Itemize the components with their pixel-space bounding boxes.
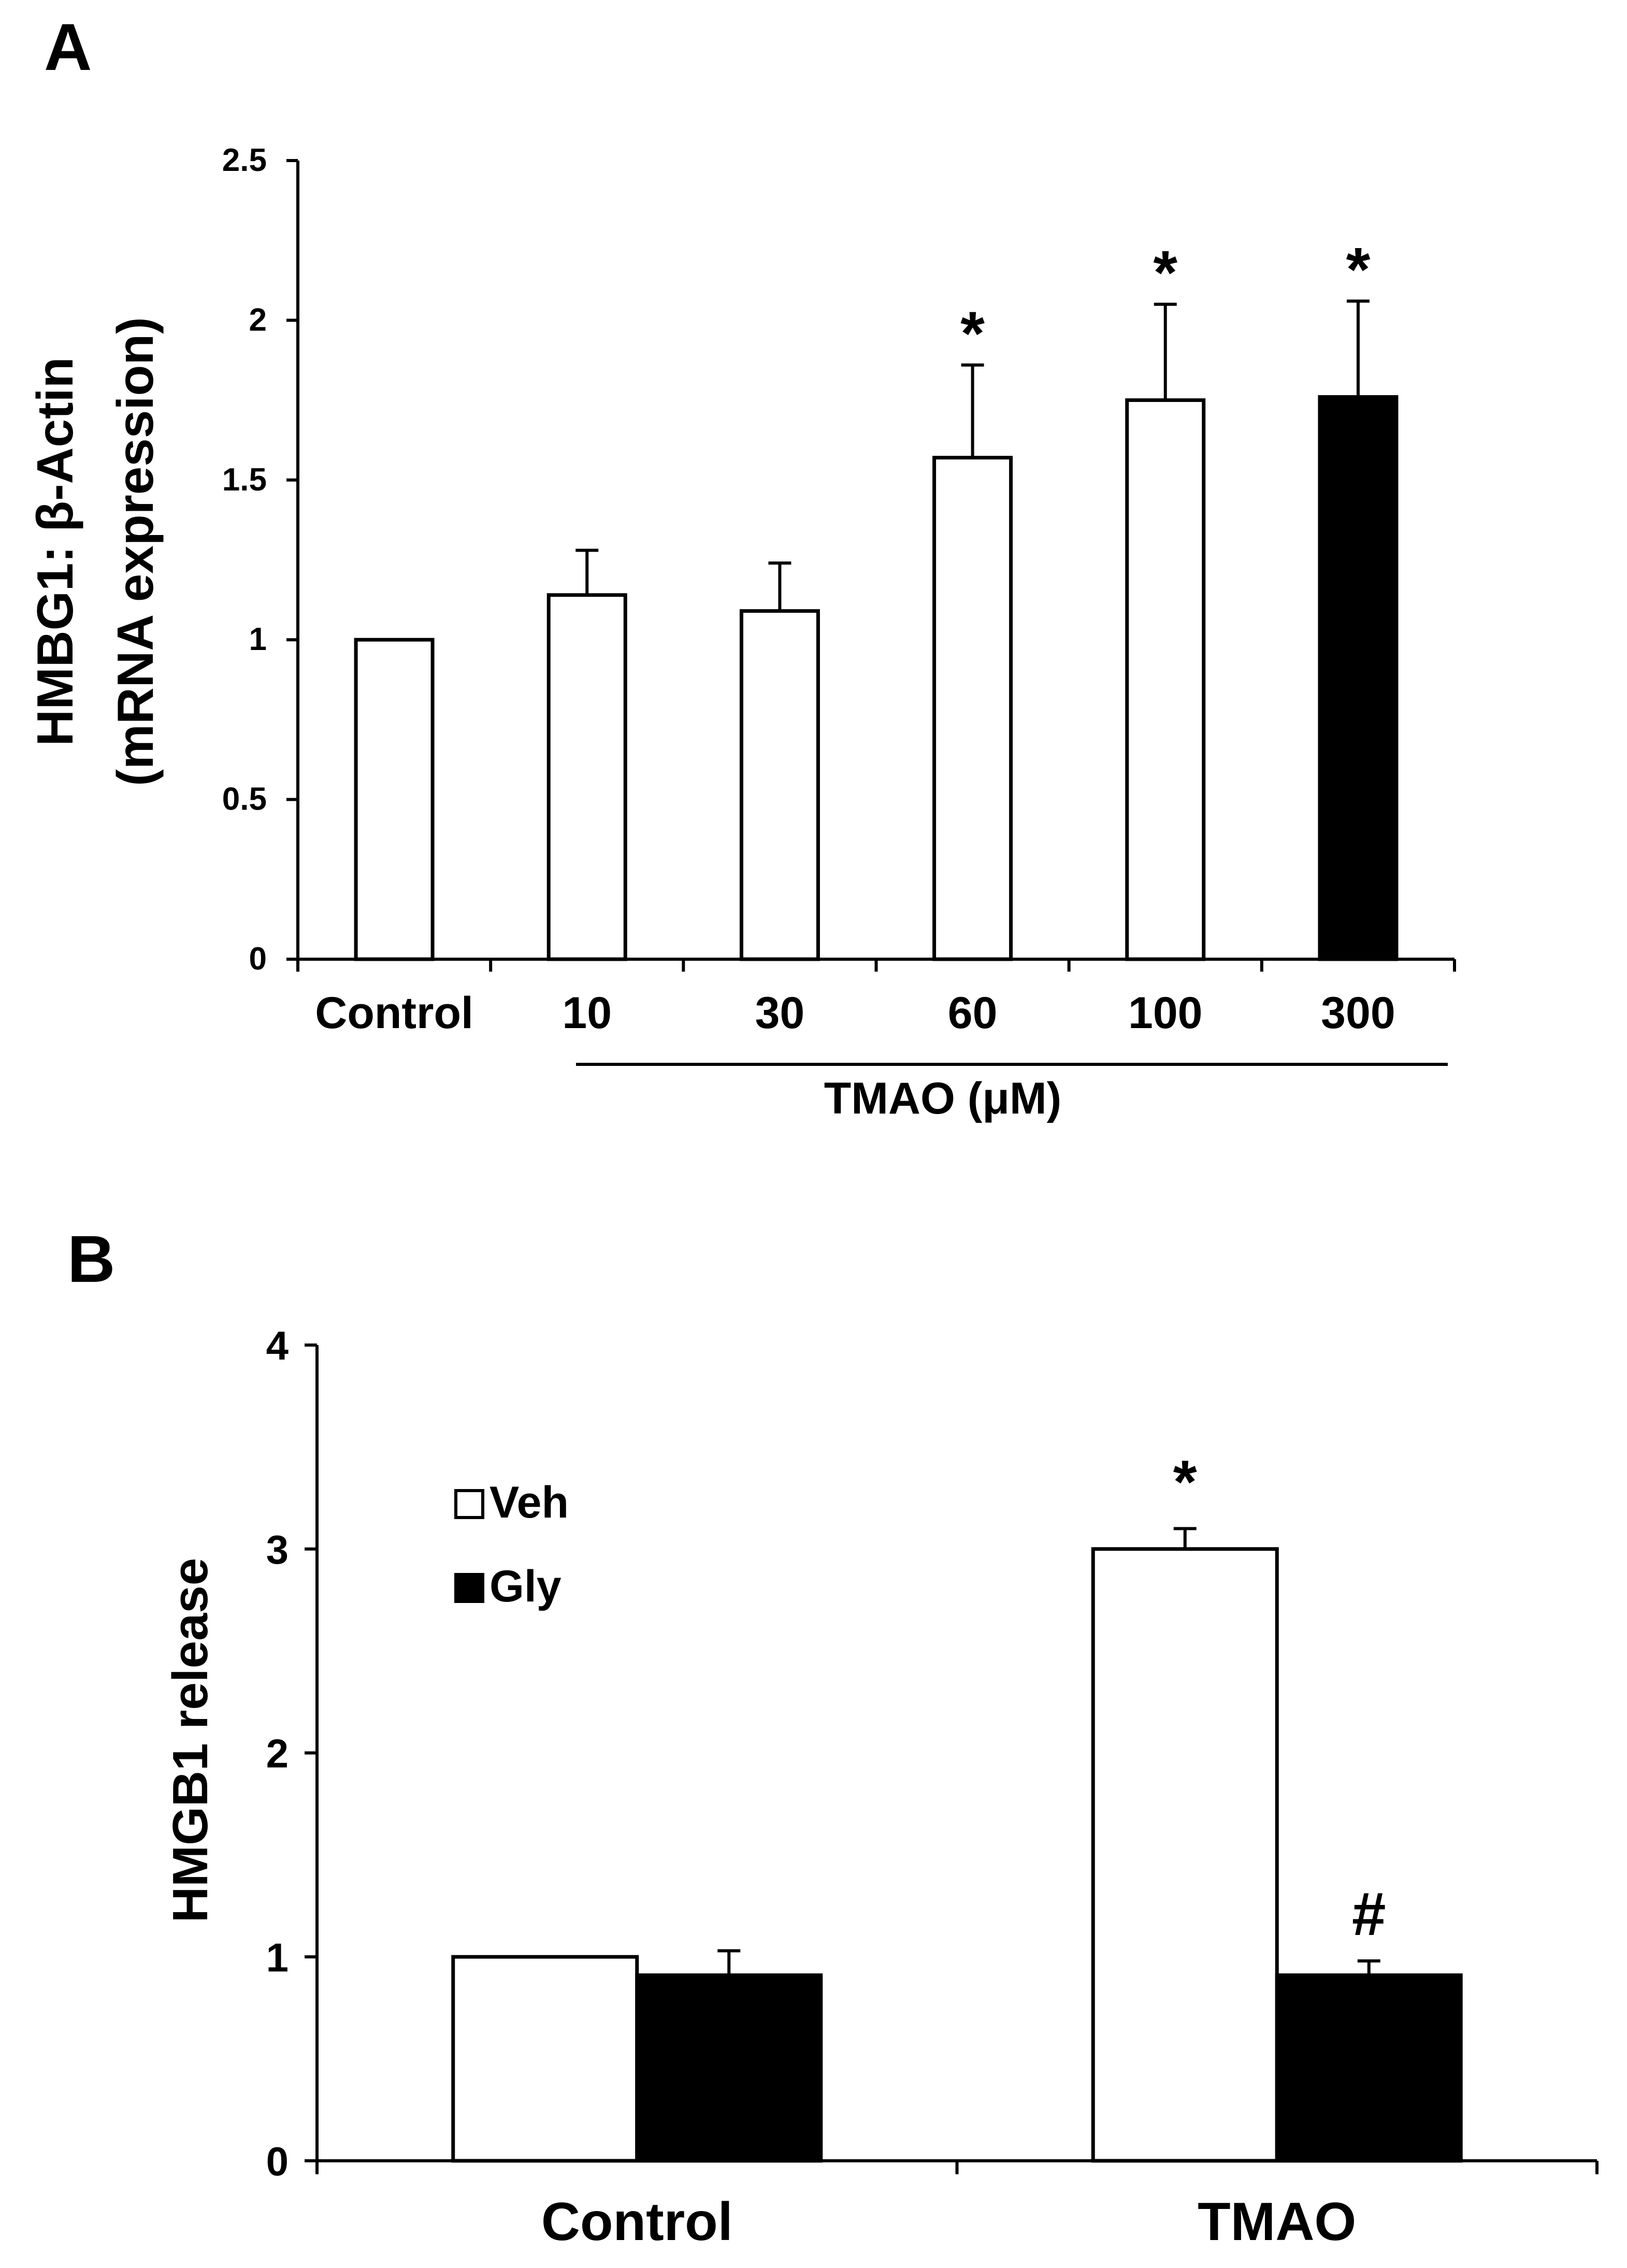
panel-a-y-tick-label: 1 <box>249 622 267 657</box>
panel-a-significance-marker: * <box>1346 235 1371 304</box>
panel-a-category-label: 30 <box>755 988 805 1038</box>
panel-a-y-tick-label: 2 <box>249 302 267 338</box>
panel-a-group-label: TMAO (μM) <box>824 1074 1062 1123</box>
panel-a-y-tick-label: 2.5 <box>222 142 267 178</box>
panel-b-category-labels: Control TMAO <box>541 2192 1356 2252</box>
panel-a-significance-marker: * <box>1153 238 1177 308</box>
panel-b-y-tick-label: 3 <box>266 1527 289 1572</box>
panel-a-category-labels: Control 10 30 60 100 300 <box>315 988 1395 1038</box>
panel-a-x-ticks <box>296 959 1456 972</box>
panel-a-bar-100 <box>1125 398 1206 961</box>
panel-b-bar-Control-Gly <box>635 1973 823 2163</box>
panel-a-bars: * * * <box>354 235 1399 961</box>
panel-a-category-label: 100 <box>1128 988 1203 1038</box>
panel-a-bar-30 <box>739 609 820 961</box>
panel-b-y-tick-label: 1 <box>266 1934 289 1980</box>
legend-swatch-veh <box>454 1489 484 1519</box>
panel-b-bar-Control-Veh <box>451 1955 639 2163</box>
panel-a-bar-10 <box>546 593 627 961</box>
panel-b-y-tick-label: 0 <box>266 2139 289 2184</box>
panel-a-bar-Control <box>354 638 435 961</box>
panel-b-y-tick-label: 4 <box>266 1323 289 1368</box>
panel-b-x-ticks <box>315 2161 1599 2174</box>
panel-a-y-tick-label: 0.5 <box>222 782 267 817</box>
panel-a-y-axis-title-line2: (mRNA expression) <box>107 317 164 786</box>
panel-a-category-label: 300 <box>1321 988 1395 1038</box>
panel-b-y-tick-label: 2 <box>266 1731 289 1776</box>
panel-a-bar-300 <box>1318 395 1399 961</box>
panel-b-y-axis-title: HMGB1 release <box>163 1558 218 1923</box>
panel-a-significance-marker: * <box>960 299 985 368</box>
panel-a-y-axis-title-line1: HMBG1: β-Actin <box>26 357 83 746</box>
legend-item-veh: Veh <box>454 1478 569 1527</box>
panel-a-category-label: 60 <box>948 988 998 1038</box>
legend-item-gly: Gly <box>454 1562 561 1611</box>
panel-a-bar-60 <box>932 456 1013 961</box>
legend-swatch-gly <box>454 1573 484 1603</box>
panel-a-category-label: Control <box>315 988 473 1038</box>
panel-b-category-label: TMAO <box>1198 2192 1356 2252</box>
panel-b-bar-TMAO-Gly <box>1275 1973 1463 2163</box>
panel-a-letter: A <box>44 10 92 84</box>
legend-label-gly: Gly <box>489 1562 561 1611</box>
panel-b-y-ticks: 0 1 2 3 4 <box>266 1323 317 2184</box>
panel-b-letter: B <box>67 1222 115 1296</box>
panel-a-y-ticks: 0 0.5 1 1.5 2 2.5 <box>222 142 298 977</box>
panel-b-category-label: Control <box>541 2192 733 2252</box>
panel-b-legend: Veh Gly <box>454 1478 569 1611</box>
panel-b-bars: *# <box>451 1448 1463 2163</box>
panel-b-significance-marker: # <box>1352 1880 1386 1948</box>
panel-b-significance-marker: * <box>1173 1448 1197 1516</box>
panel-a-y-tick-label: 0 <box>249 941 267 977</box>
legend-label-veh: Veh <box>489 1478 569 1527</box>
panel-a: A HMBG1: β-Actin (mRNA expression) 0 0.5 1… <box>26 10 1456 1123</box>
panel-a-y-axis-title: HMBG1: β-Actin (mRNA expression) <box>26 317 164 786</box>
panel-a-category-label: 10 <box>562 988 612 1038</box>
panel-a-y-tick-label: 1.5 <box>222 462 267 498</box>
panel-b-bar-TMAO-Veh <box>1091 1547 1279 2163</box>
